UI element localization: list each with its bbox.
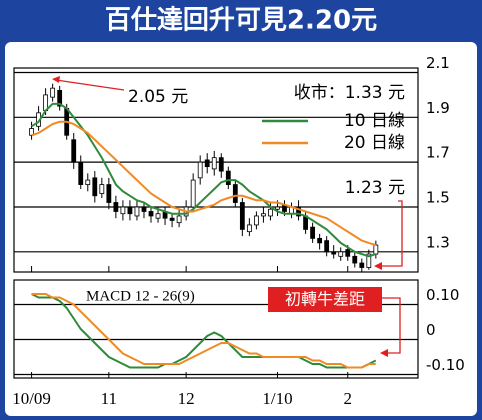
- series-line: [31, 120, 377, 247]
- candle-body: [261, 213, 266, 217]
- candle-body: [331, 251, 337, 255]
- candle-body: [366, 253, 372, 268]
- candle-body: [92, 177, 98, 197]
- y-tick-label: 1.3: [426, 233, 450, 251]
- candle-body: [338, 251, 344, 257]
- candle-body: [176, 215, 182, 224]
- y-tick-label: 0: [426, 321, 436, 339]
- candle-body: [239, 202, 245, 230]
- candle-body: [324, 240, 330, 253]
- series-line: [31, 102, 377, 258]
- candle-body: [85, 179, 91, 185]
- candle-body: [225, 170, 231, 185]
- candle-body: [120, 206, 126, 215]
- series-line: [31, 293, 376, 369]
- annotation: 收市：1.33 元: [294, 83, 405, 103]
- annotation-box: [268, 287, 382, 312]
- legend-label: 10 日線: [344, 111, 405, 131]
- annotation-arrow: [380, 200, 403, 267]
- candle-body: [268, 208, 273, 217]
- price-panel: [13, 67, 419, 273]
- y-tick-label: 0.10: [426, 286, 459, 304]
- annotation: 1.23 元: [345, 178, 405, 198]
- candle-body: [50, 87, 56, 98]
- candle-body: [359, 262, 365, 268]
- annotation: 初轉牛差距: [285, 290, 365, 309]
- x-tick-label: 11: [101, 389, 117, 408]
- legend-label: 20 日線: [344, 133, 405, 153]
- candle-body: [253, 215, 259, 226]
- candle-body: [127, 206, 133, 215]
- candle-body: [246, 224, 252, 233]
- candle-body: [296, 206, 301, 217]
- panel-title: MACD 12 - 26(9): [86, 288, 195, 304]
- candle-body: [29, 128, 34, 136]
- candle-body: [352, 255, 358, 264]
- series-line: [31, 293, 377, 369]
- x-tick-label: 1/10: [262, 389, 292, 408]
- y-tick-label: 2.1: [426, 54, 450, 72]
- candle-body: [113, 202, 119, 212]
- annotation-arrow: [382, 297, 401, 354]
- candle-body: [99, 184, 105, 194]
- x-tick-label: 2: [343, 389, 352, 408]
- y-tick-label: 1.7: [426, 144, 450, 162]
- candle-body: [148, 211, 154, 217]
- candle-body: [204, 159, 210, 168]
- candle-body: [211, 157, 217, 170]
- arrow-head: [374, 262, 382, 270]
- candle-body: [218, 157, 224, 172]
- candle-body: [57, 90, 63, 107]
- candle-body: [134, 206, 140, 217]
- arrow-head: [380, 349, 388, 357]
- candle-body: [190, 179, 196, 208]
- candle-body: [169, 217, 175, 221]
- candle-body: [373, 244, 379, 255]
- candle-body: [155, 213, 161, 219]
- candle-body: [275, 206, 280, 210]
- y-tick-label: 1.5: [426, 188, 450, 206]
- y-tick-label: 1.9: [426, 99, 450, 117]
- annotation-arrow: [55, 79, 125, 91]
- candle-body: [345, 249, 351, 257]
- candle-body: [141, 206, 147, 212]
- chart-title: 百仕達回升可見2.20元: [105, 6, 377, 36]
- x-tick-label: 10/09: [12, 389, 51, 408]
- candle-body: [232, 184, 238, 203]
- candle-body: [317, 237, 323, 244]
- y-tick-label: -0.10: [426, 356, 465, 374]
- candle-body: [310, 226, 316, 239]
- candle-body: [78, 161, 84, 185]
- candle-body: [71, 139, 77, 163]
- x-tick-label: 12: [178, 389, 195, 408]
- annotation: 2.05 元: [128, 87, 188, 107]
- candle-body: [197, 161, 203, 179]
- candle-body: [106, 184, 112, 203]
- arrow-head: [52, 76, 60, 83]
- macd-panel: [13, 279, 419, 379]
